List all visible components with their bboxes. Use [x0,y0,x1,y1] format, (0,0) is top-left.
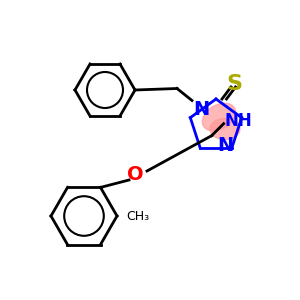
Text: N: N [193,100,209,119]
Text: NH: NH [225,112,252,130]
Text: N: N [217,136,233,155]
Text: O: O [127,164,143,184]
Text: S: S [226,74,242,94]
Text: CH₃: CH₃ [126,209,149,223]
Ellipse shape [210,118,240,140]
Ellipse shape [202,103,236,131]
